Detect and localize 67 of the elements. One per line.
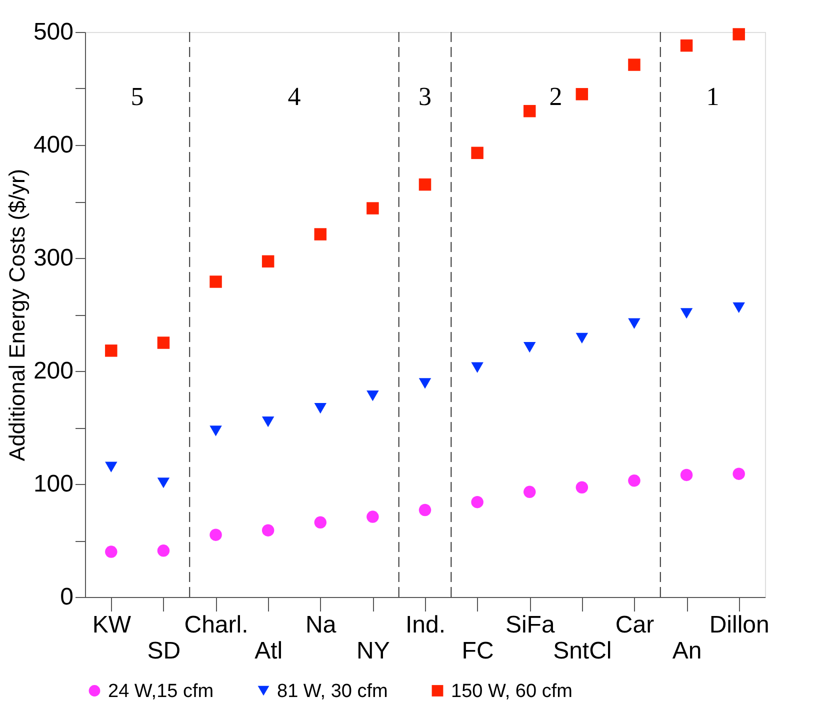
point <box>262 255 274 268</box>
point <box>366 202 379 214</box>
point <box>105 344 118 357</box>
y-tick-label: 200 <box>33 358 74 384</box>
annotation: 1 <box>706 82 720 111</box>
point <box>471 496 484 508</box>
point <box>732 302 745 314</box>
point <box>680 39 693 52</box>
point <box>680 468 693 482</box>
point <box>680 308 693 319</box>
point <box>210 528 222 541</box>
legend-label: 24 W,15 cfm <box>108 680 214 702</box>
point <box>418 178 432 191</box>
annotation: 4 <box>288 82 301 111</box>
point <box>210 276 222 288</box>
point <box>471 146 484 160</box>
point <box>628 318 640 329</box>
point <box>157 544 170 557</box>
point <box>314 402 327 414</box>
annotation: 5 <box>130 82 144 111</box>
y-tick-label: 400 <box>33 132 74 158</box>
x-tick-label: KW <box>92 612 132 638</box>
point <box>628 474 640 487</box>
y-tick-label: 300 <box>33 244 74 272</box>
point <box>366 510 379 523</box>
point <box>314 516 327 529</box>
point <box>628 58 640 71</box>
x-tick-label: Car <box>615 612 654 638</box>
point <box>157 336 170 349</box>
x-tick-label: Charl. <box>184 612 248 638</box>
y-tick-label: 500 <box>33 18 74 46</box>
point <box>471 362 484 373</box>
legend-label: 81 W, 30 cfm <box>277 680 388 702</box>
point <box>418 378 432 389</box>
point <box>105 462 118 472</box>
x-tick-label: An <box>672 638 702 664</box>
point <box>366 390 379 402</box>
point <box>523 486 536 498</box>
point <box>262 416 274 428</box>
point <box>210 426 222 436</box>
point <box>576 332 588 344</box>
point <box>732 28 745 40</box>
annotation: 2 <box>549 82 562 111</box>
point <box>576 481 588 494</box>
point <box>418 504 432 516</box>
point <box>576 88 588 100</box>
x-tick-label: Dillon <box>709 612 770 638</box>
x-tick-label: SiFa <box>505 612 556 638</box>
point <box>105 546 118 558</box>
annotation: 3 <box>418 82 432 111</box>
y-tick-label: 0 <box>60 584 74 610</box>
x-tick-label: FC <box>462 638 494 664</box>
x-tick-label: Ind. <box>405 612 446 638</box>
y-axis-title: Additional Energy Costs ($/yr) <box>4 168 30 462</box>
x-tick-label: SntCl <box>553 638 612 664</box>
point <box>523 104 536 118</box>
legend-label: 150 W, 60 cfm <box>451 680 572 702</box>
x-tick-label: SD <box>147 638 181 664</box>
point <box>157 478 170 488</box>
y-tick-label: 100 <box>33 470 74 498</box>
x-tick-label: Na <box>306 612 337 638</box>
x-tick-label: NY <box>356 638 390 664</box>
point <box>314 228 327 240</box>
x-tick-label: Atl <box>254 638 283 664</box>
point <box>262 524 274 536</box>
point <box>732 468 745 480</box>
point <box>523 342 536 353</box>
